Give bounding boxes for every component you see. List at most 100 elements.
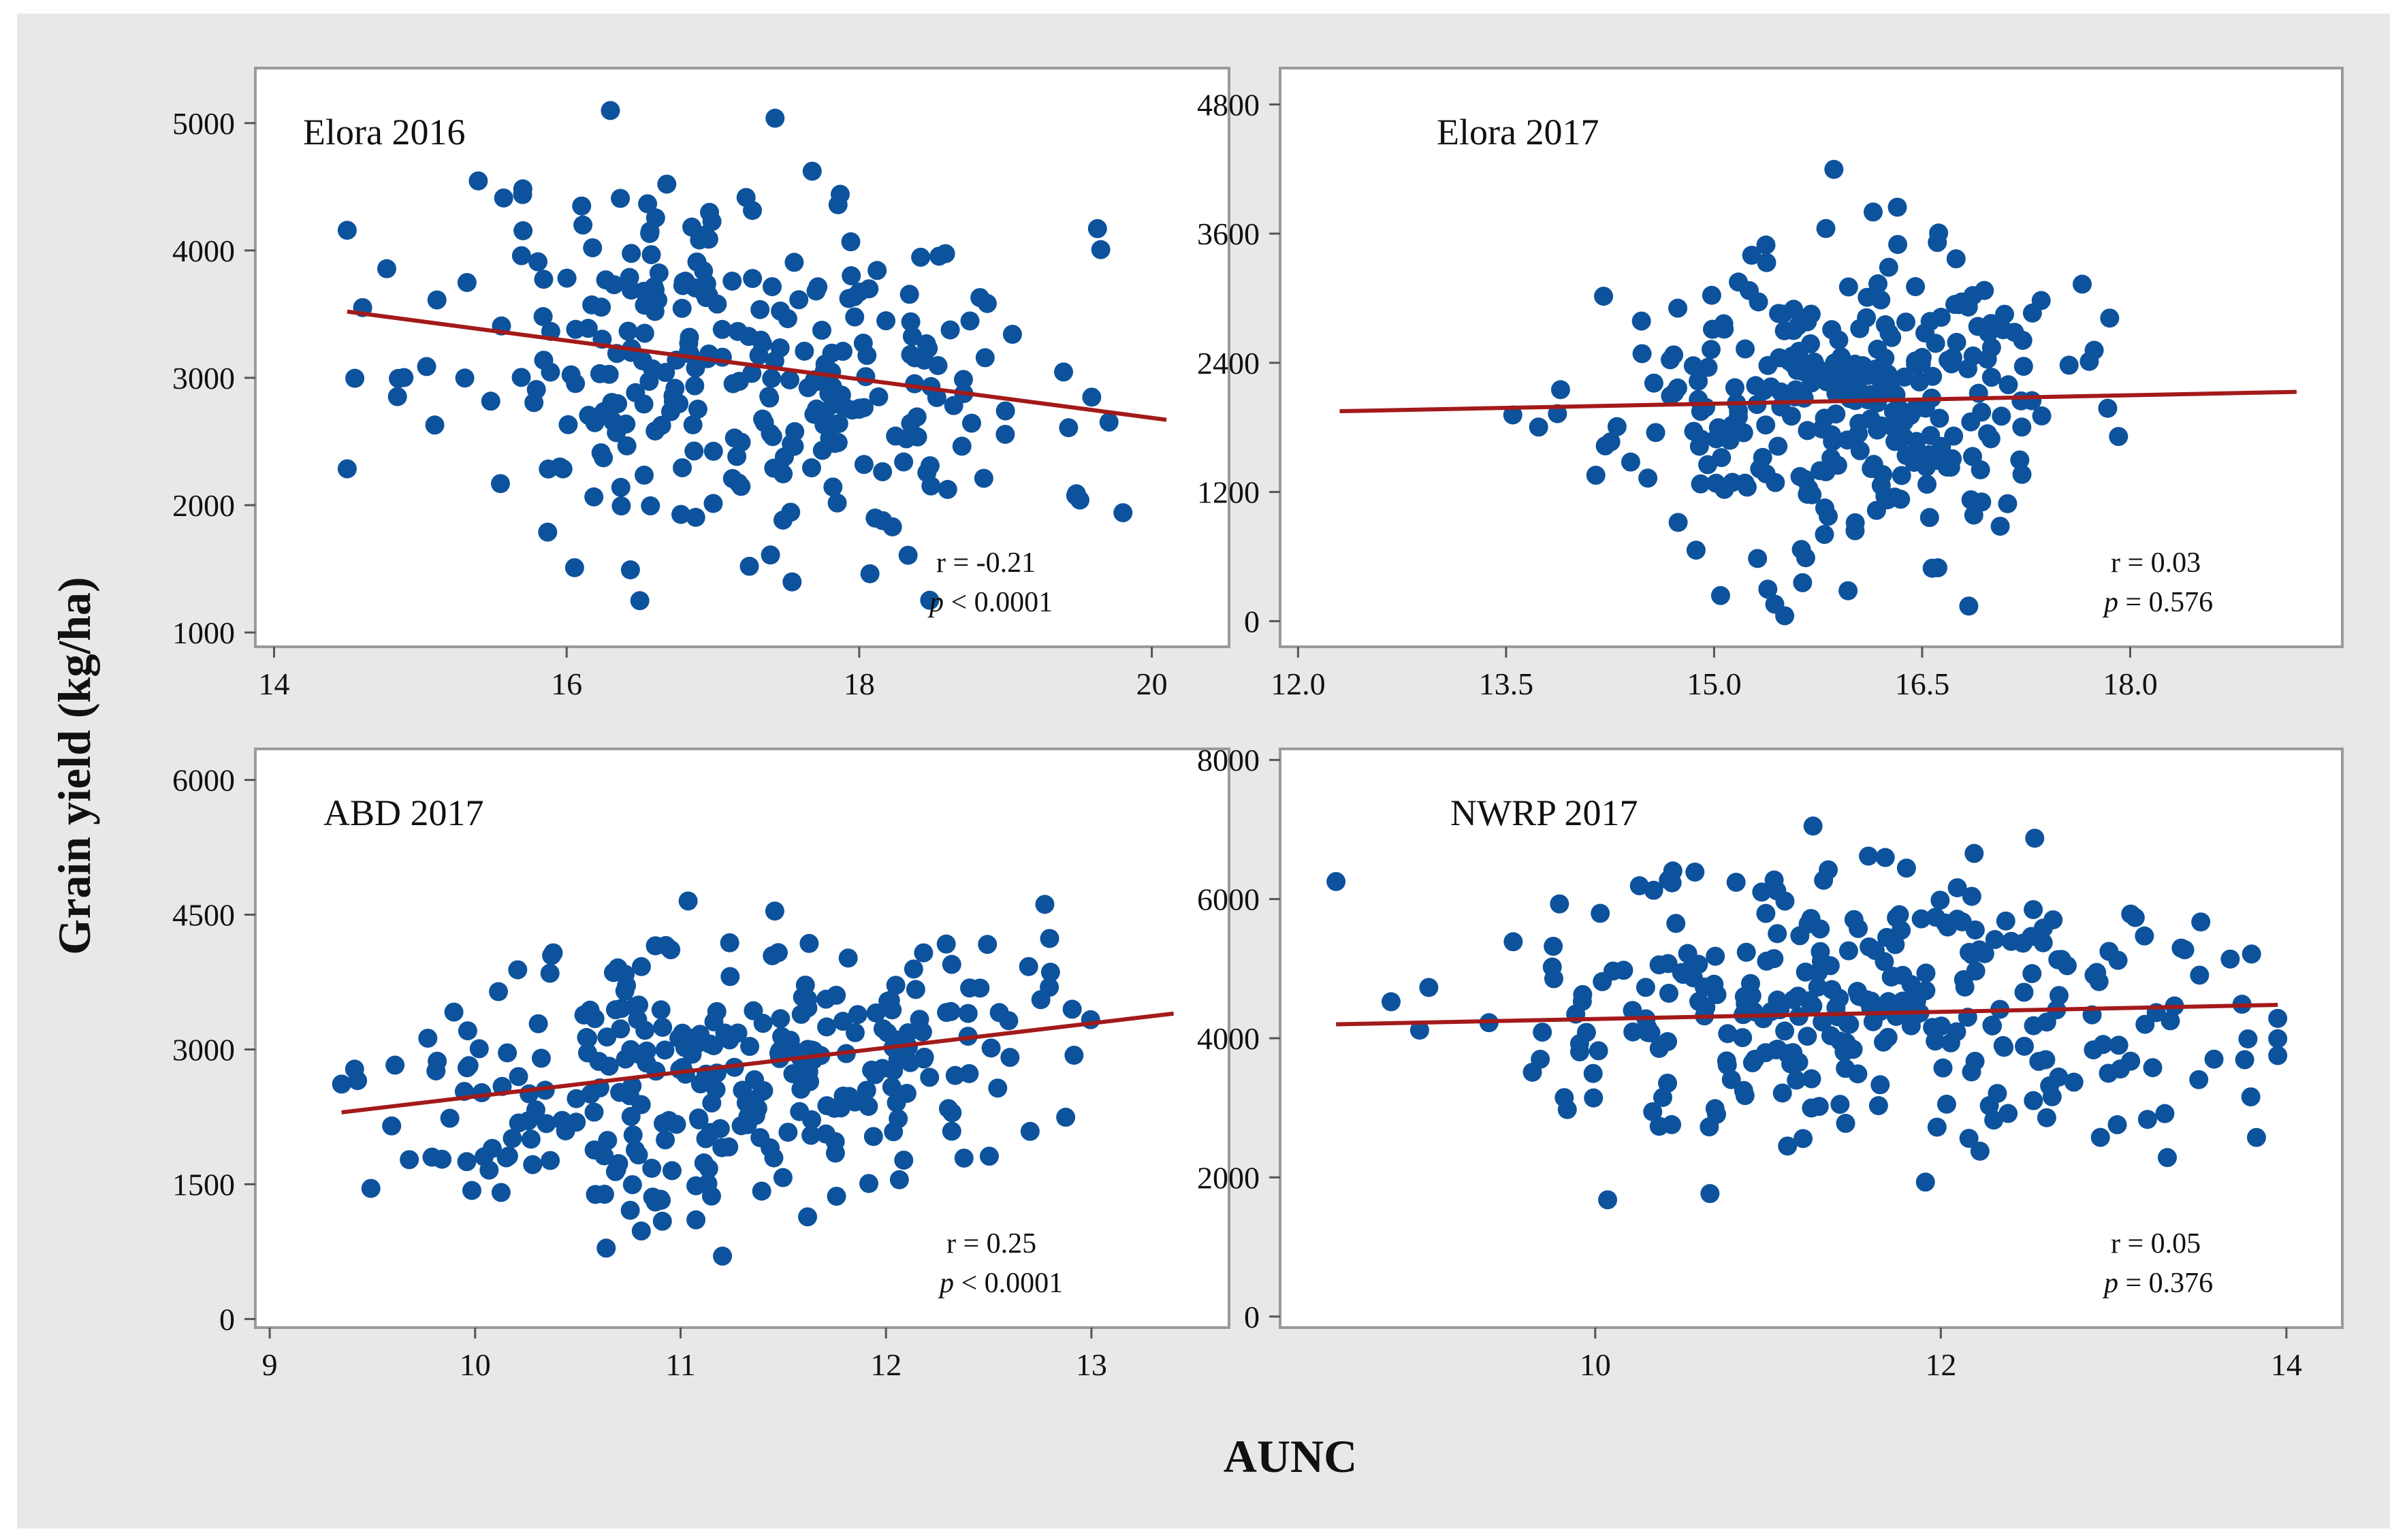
data-point [550,457,570,477]
data-point [1959,596,1979,616]
data-point [1544,936,1563,956]
panel-abd-2017: 0 1500 3000 4500 6000 9 10 11 12 13 ABD 2017 r = 0.… [172,748,1230,1382]
data-point [914,1049,934,1069]
data-point [509,1113,528,1133]
data-point [771,1009,791,1029]
data-point [1845,513,1865,532]
data-point [564,558,584,577]
data-point [920,456,940,476]
data-point [686,507,705,527]
data-point [1623,1022,1643,1042]
data-point [1994,304,2014,324]
data-point [631,957,651,976]
data-point [1742,245,1762,265]
data-point [979,1146,999,1166]
data-point [472,1083,492,1103]
data-point [773,510,793,530]
data-point [585,1009,605,1029]
data-point [1700,1117,1719,1137]
data-point [793,987,812,1007]
data-point [1904,453,1924,472]
data-point [1931,308,1951,327]
data-point [626,383,645,402]
data-point [1064,1045,1084,1065]
data-point [1503,932,1523,952]
data-point [750,300,770,319]
data-point [1644,373,1663,393]
data-point [753,1014,773,1033]
x-tick-label: 14 [2271,1347,2302,1382]
data-point [1863,202,1883,222]
panel-title: ABD 2017 [323,792,484,833]
data-point [1943,449,1962,468]
data-point [901,312,921,332]
data-point [1775,606,1795,626]
y-tick-label: 0 [1244,604,1260,639]
data-point [620,1200,640,1220]
y-tick-label: 0 [1244,1300,1260,1334]
data-point [1586,466,1606,485]
data-point [494,188,513,208]
data-point [910,1010,929,1029]
p-value-text: = 0.576 [2118,587,2213,618]
data-point [1836,1114,1855,1134]
p-value-text: = 0.376 [2118,1268,2213,1299]
x-axis-title: AUNC [1224,1430,1357,1482]
data-point [2052,950,2071,969]
data-point [1764,870,1784,890]
data-point [1772,1083,1792,1103]
x-tick-label: 12 [1925,1347,1956,1382]
data-point [1649,1117,1669,1136]
data-point [567,1089,586,1108]
data-point [908,427,927,447]
data-point [1668,378,1687,398]
data-point [1982,1015,2002,1035]
data-point [750,1127,770,1147]
data-point [780,1030,800,1050]
data-point [694,261,714,280]
data-point [573,215,593,235]
data-point [528,252,548,272]
data-point [1871,416,1891,436]
data-point [566,319,586,339]
data-point [1928,558,1947,577]
data-point [1875,848,1895,867]
data-point [1888,235,1908,255]
data-point [2022,303,2042,323]
data-point [1844,910,1864,929]
data-point [1649,1038,1669,1058]
data-point [625,997,645,1016]
data-point [2098,398,2118,418]
data-point [1898,403,1918,423]
data-point [2155,1104,2175,1123]
data-point [873,511,893,530]
data-point [873,1019,893,1039]
data-point [678,891,698,911]
data-point [1769,304,1789,323]
data-point [601,101,620,121]
y-tick-label: 1000 [172,615,235,650]
data-point [1531,1049,1550,1069]
data-point [694,283,714,303]
data-point [1544,969,1563,989]
data-point [596,1238,616,1258]
data-point [1809,1097,1829,1117]
data-point [1583,1063,1603,1083]
data-point [2268,1029,2288,1048]
data-point [907,407,927,427]
data-point [511,368,531,387]
p-value: p = 0.376 [2102,1268,2213,1299]
data-point [790,1102,810,1121]
data-point [827,1187,846,1206]
data-point [2072,274,2092,294]
data-point [1035,895,1055,914]
data-point [978,935,998,955]
data-point [1962,886,1981,906]
data-point [1954,970,1973,990]
data-point [1054,362,1074,382]
data-point [657,174,677,194]
data-point [672,298,692,318]
data-point [1718,1024,1738,1044]
x-tick-label: 10 [460,1347,491,1382]
data-point [639,372,659,391]
